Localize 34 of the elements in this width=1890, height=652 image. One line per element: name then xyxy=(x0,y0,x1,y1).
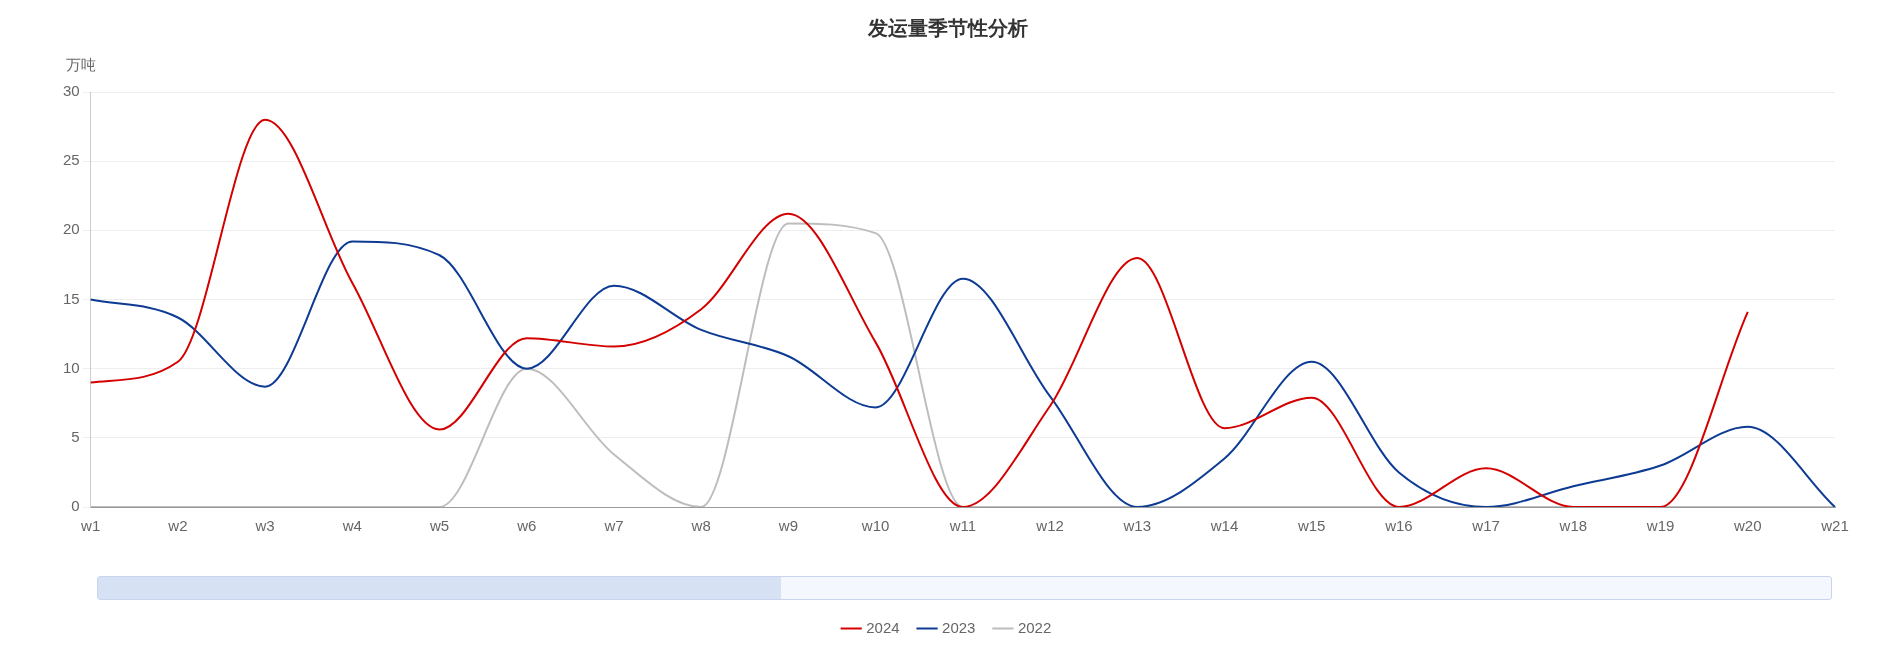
x-tick-label: w18 xyxy=(1558,517,1588,535)
x-tick-label: w10 xyxy=(860,517,890,535)
x-tick-label: w21 xyxy=(1820,517,1849,535)
x-tick-label: w2 xyxy=(167,517,188,535)
y-tick-label: 20 xyxy=(63,220,80,238)
x-tick-label: w3 xyxy=(254,517,275,535)
x-tick-label: w5 xyxy=(428,517,450,535)
x-tick-label: w1 xyxy=(80,517,101,535)
x-tick-label: w8 xyxy=(690,517,711,535)
x-tick-label: w20 xyxy=(1733,517,1762,535)
x-tick-label: w17 xyxy=(1471,517,1500,535)
line-series xyxy=(89,118,1749,507)
y-tick-label: 25 xyxy=(63,151,80,169)
x-tick-label: w13 xyxy=(1122,517,1152,535)
x-tick-label: w7 xyxy=(603,517,624,535)
y-tick-label: 10 xyxy=(63,358,80,376)
x-tick-label: w14 xyxy=(1209,517,1239,535)
y-axis-title: 万吨 xyxy=(65,56,96,75)
x-tick-label: w6 xyxy=(516,517,537,535)
y-tick-label: 0 xyxy=(71,497,80,515)
y-tick-label: 30 xyxy=(63,82,80,100)
x-tick-label: w9 xyxy=(777,517,798,535)
x-tick-label: w12 xyxy=(1035,517,1064,535)
x-tick-label: w11 xyxy=(948,517,977,535)
y-tick-label: 5 xyxy=(71,427,80,445)
x-tick-label: w4 xyxy=(341,517,362,535)
x-tick-label: w16 xyxy=(1384,517,1413,535)
legend-label: 2024 xyxy=(866,618,900,636)
legend-label: 2023 xyxy=(942,618,976,636)
chart-title: 发运量季节性分析 xyxy=(866,16,1028,41)
x-tick-label: w15 xyxy=(1296,517,1326,535)
legend-label: 2022 xyxy=(1017,618,1052,636)
x-tick-label: w19 xyxy=(1645,517,1675,535)
y-tick-label: 15 xyxy=(63,289,80,307)
